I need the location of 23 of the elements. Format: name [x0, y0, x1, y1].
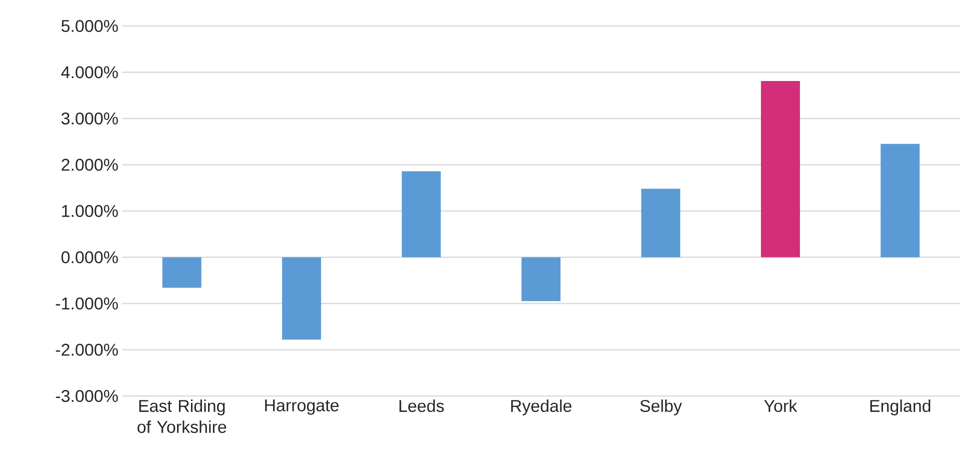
y-tick-label: 1.000%	[62, 204, 118, 218]
x-tick-label: England	[870, 400, 930, 416]
bar	[760, 81, 800, 258]
y-tick-label: -2.000%	[56, 344, 118, 356]
bar	[282, 257, 322, 340]
bar	[402, 171, 441, 258]
bar	[880, 144, 920, 258]
y-tick-label: -3.000%	[56, 390, 118, 402]
y-tick-label: -1.000%	[56, 297, 118, 310]
bar	[162, 257, 202, 288]
y-tick-label: 2.000%	[62, 158, 118, 171]
bar	[522, 257, 561, 302]
x-tick-label: Leeds	[400, 400, 444, 412]
x-tick-label: Selby	[640, 400, 682, 416]
y-tick-label: 4.000%	[61, 66, 118, 78]
x-tick-label: Ryedale	[511, 400, 572, 416]
y-tick-label: 0.000%	[61, 251, 118, 264]
x-tick-label: York	[764, 400, 798, 412]
bar	[641, 188, 680, 258]
y-tick-label: 3.000%	[61, 112, 118, 125]
y-tick-label: 5.000%	[62, 20, 118, 32]
x-tick-label: Harrogate	[265, 400, 339, 415]
x-tick-label: East Riding of Yorkshire	[138, 400, 226, 434]
